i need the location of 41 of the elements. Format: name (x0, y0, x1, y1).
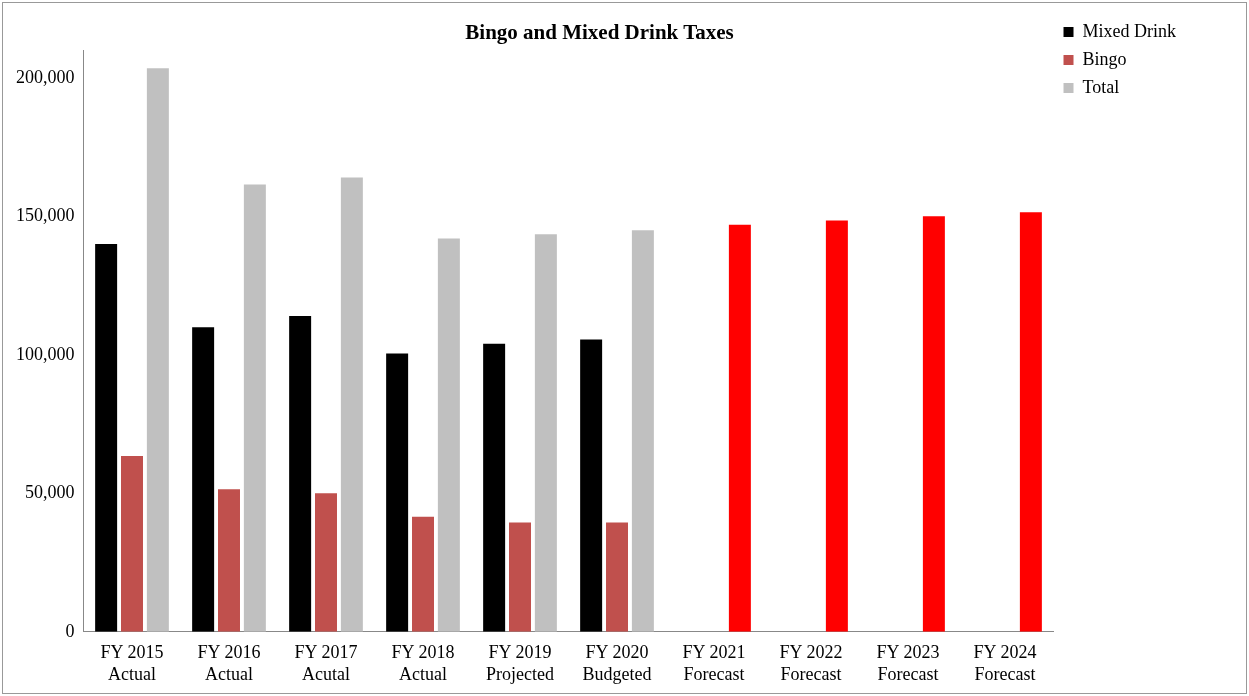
bar (728, 224, 751, 632)
bar (922, 216, 945, 632)
bar (340, 177, 363, 632)
x-tick-label: FY 2024 Forecast (973, 642, 1037, 684)
bar (483, 343, 506, 632)
bar (580, 339, 603, 632)
y-tick-label: 50,000 (25, 482, 75, 503)
bar (1019, 212, 1042, 632)
bar (121, 455, 143, 632)
bar (534, 234, 557, 632)
legend-label: Mixed Drink (1082, 20, 1177, 41)
legend-label: Total (1082, 76, 1120, 97)
x-tick-label: FY 2017 Acutal (294, 642, 358, 684)
x-tick-label: FY 2020 Budgeted (582, 642, 652, 684)
x-tick-label: FY 2021 Forecast (682, 642, 746, 684)
bar (146, 68, 169, 632)
bar (289, 316, 312, 632)
bar (192, 327, 215, 632)
y-tick-label: 200,000 (16, 66, 75, 87)
bar (386, 353, 409, 632)
bar (95, 244, 118, 632)
chart-title: Bingo and Mixed Drink Taxes (465, 20, 734, 45)
bar (825, 220, 848, 632)
x-tick-label: FY 2015 Actual (100, 642, 164, 684)
bar (437, 238, 460, 632)
x-tick-label: FY 2022 Forecast (779, 642, 843, 684)
bar (243, 184, 266, 632)
y-tick-label: 0 (65, 620, 75, 641)
bar (606, 522, 628, 632)
bar (315, 493, 337, 632)
bar (631, 230, 654, 632)
bar (412, 516, 434, 632)
y-tick-label: 100,000 (16, 343, 75, 364)
x-tick-label: FY 2023 Forecast (876, 642, 940, 684)
bar (218, 489, 240, 632)
x-tick-label: FY 2016 Actual (197, 642, 261, 684)
x-tick-label: FY 2018 Actual (391, 642, 455, 684)
legend-label: Bingo (1082, 48, 1127, 69)
y-tick-label: 150,000 (16, 205, 75, 226)
x-tick-label: FY 2019 Projected (486, 642, 554, 684)
bar (509, 522, 531, 632)
